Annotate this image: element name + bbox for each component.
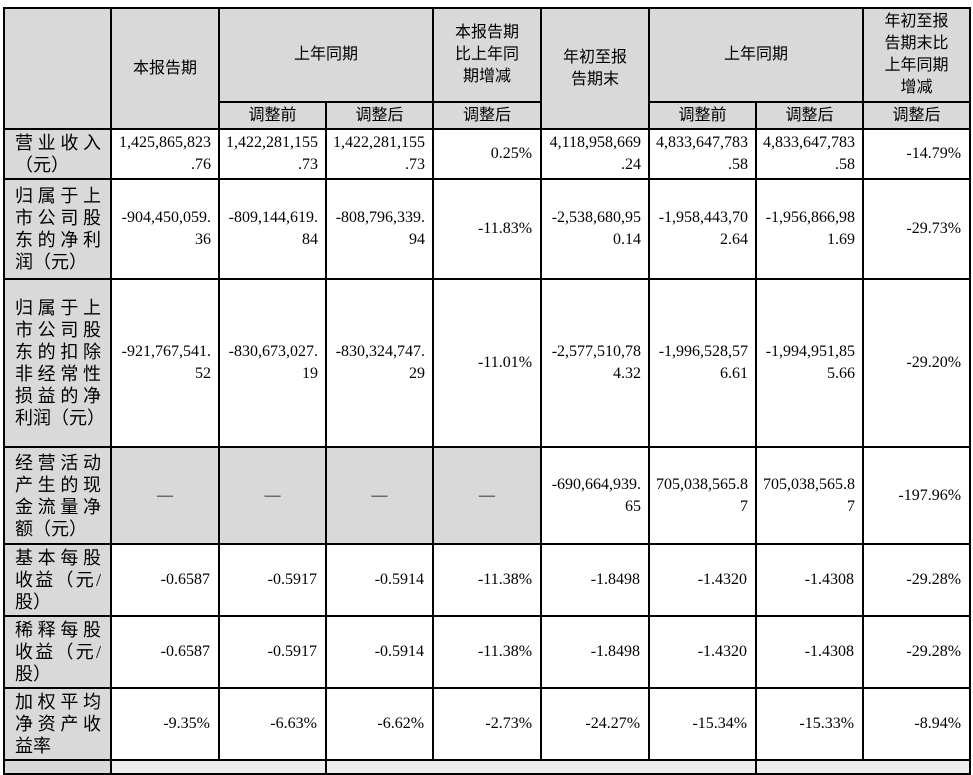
cell-ytd: -1.8498 [540,543,651,617]
cell-prior-after-adjustment: -830,324,747.29 [324,278,435,448]
cell-ytd: -2,577,510,784.32 [540,278,651,448]
cell-ytd-prior-before-adjustment: -1.4320 [648,543,758,617]
cell-current-period: -904,450,059.36 [110,178,220,280]
cell-prior-before-adjustment: 1,422,281,155.73 [218,128,327,180]
row-label: 基本每股收益（元/股） [3,543,112,617]
row-label [3,759,112,775]
cell-period-change: -11.01% [432,278,543,448]
table-row-operating-revenue: 营业收入（元） 1,425,865,823.76 1,422,281,155.7… [3,128,972,180]
cell-ytd: -1.8498 [540,615,651,689]
cell-ytd: -690,664,939.65 [540,446,651,545]
row-label: 经营活动产生的现金流量净额（元） [3,446,112,545]
financial-summary-table: 本报告期 上年同期 本报告期比上年同期增减 年初至报告期末 上年同期 年初至报告… [3,7,972,775]
cell-clipped [324,759,758,775]
cell-ytd-prior-before-adjustment: 4,833,647,783.58 [648,128,758,180]
cell-ytd-prior-before-adjustment: 705,038,565.87 [648,446,758,545]
cell-prior-before-adjustment: — [218,446,327,545]
subheader-after-adjustment: 调整后 [755,101,865,130]
cell-ytd: -24.27% [540,687,651,761]
cell-prior-after-adjustment: -0.5914 [324,543,435,617]
cell-period-change: 0.25% [432,128,543,180]
table-row-net-profit-excl-nonrecurring: 归属于上市公司股东的扣除非经常性损益的净利润（元） -921,767,541.5… [3,278,972,448]
header-corner-cell [3,7,112,130]
cell-ytd-prior-after-adjustment: -15.33% [755,687,865,761]
cell-clipped [755,759,972,775]
cell-period-change: -11.38% [432,543,543,617]
cell-ytd-prior-before-adjustment: -1,958,443,702.64 [648,178,758,280]
cell-ytd-change: -29.28% [862,615,972,689]
cell-prior-before-adjustment: -0.5917 [218,543,327,617]
header-prior-year-same-period-ytd: 上年同期 [648,7,865,103]
cell-current-period: -9.35% [110,687,220,761]
cell-ytd-prior-before-adjustment: -1.4320 [648,615,758,689]
cell-ytd: 4,118,958,669.24 [540,128,651,180]
subheader-after-adjustment: 调整后 [432,101,543,130]
cell-prior-before-adjustment: -6.63% [218,687,327,761]
cell-prior-before-adjustment: -809,144,619.84 [218,178,327,280]
cell-current-period: 1,425,865,823.76 [110,128,220,180]
cell-prior-after-adjustment: -808,796,339.94 [324,178,435,280]
header-current-period: 本报告期 [110,7,220,130]
header-year-to-date: 年初至报告期末 [540,7,651,130]
cell-prior-after-adjustment: — [324,446,435,545]
cell-current-period: — [110,446,220,545]
cell-ytd-prior-after-adjustment: 705,038,565.87 [755,446,865,545]
cell-ytd-change: -29.20% [862,278,972,448]
cell-ytd-change: -29.28% [862,543,972,617]
cell-ytd-change: -14.79% [862,128,972,180]
subheader-before-adjustment: 调整前 [648,101,758,130]
cell-ytd-prior-after-adjustment: 4,833,647,783.58 [755,128,865,180]
cell-current-period: -0.6587 [110,543,220,617]
header-prior-year-same-period: 上年同期 [217,7,435,103]
cell-current-period: -0.6587 [110,615,220,689]
subheader-after-adjustment: 调整后 [862,101,972,130]
table-row-next-clipped [3,759,972,775]
cell-prior-after-adjustment: -0.5914 [324,615,435,689]
table-row-weighted-average-roe: 加权平均净资产收益率 -9.35% -6.63% -6.62% -2.73% -… [3,687,972,761]
cell-ytd: -2,538,680,950.14 [540,178,651,280]
cell-period-change: -11.38% [432,615,543,689]
cell-prior-after-adjustment: -6.62% [324,687,435,761]
cell-ytd-prior-after-adjustment: -1,956,866,981.69 [755,178,865,280]
cell-prior-after-adjustment: 1,422,281,155.73 [324,128,435,180]
cell-ytd-prior-before-adjustment: -15.34% [648,687,758,761]
table-row-diluted-eps: 稀释每股收益（元/股） -0.6587 -0.5917 -0.5914 -11.… [3,615,972,689]
row-label: 稀释每股收益（元/股） [3,615,112,689]
cell-ytd-prior-after-adjustment: -1.4308 [755,615,865,689]
cell-ytd-change: -197.96% [862,446,972,545]
cell-prior-before-adjustment: -0.5917 [218,615,327,689]
subheader-after-adjustment: 调整后 [324,101,435,130]
cell-ytd-prior-after-adjustment: -1.4308 [755,543,865,617]
cell-prior-before-adjustment: -830,673,027.19 [218,278,327,448]
row-label: 营业收入（元） [3,128,112,180]
header-row-sub: 调整前 调整后 调整后 调整前 调整后 调整后 [4,101,972,130]
header-row-top: 本报告期 上年同期 本报告期比上年同期增减 年初至报告期末 上年同期 年初至报告… [3,7,972,130]
subheader-before-adjustment: 调整前 [218,101,327,130]
cell-ytd-change: -8.94% [862,687,972,761]
cell-ytd-prior-before-adjustment: -1,996,528,576.61 [648,278,758,448]
table-row-net-profit: 归属于上市公司股东的净利润（元） -904,450,059.36 -809,14… [3,178,972,280]
header-ytd-over-prior-change: 年初至报告期末比上年同期增减 [862,7,972,103]
row-label: 加权平均净资产收益率 [3,687,112,761]
row-label: 归属于上市公司股东的净利润（元） [3,178,112,280]
cell-ytd-change: -29.73% [862,178,972,280]
table-row-operating-cash-flow: 经营活动产生的现金流量净额（元） — — — — -690,664,939.65… [3,446,972,545]
table-row-basic-eps: 基本每股收益（元/股） -0.6587 -0.5917 -0.5914 -11.… [3,543,972,617]
cell-period-change: — [432,446,543,545]
row-label: 归属于上市公司股东的扣除非经常性损益的净利润（元） [3,278,112,448]
cell-period-change: -2.73% [432,687,543,761]
cell-clipped [110,759,327,775]
cell-period-change: -11.83% [432,178,543,280]
cell-ytd-prior-after-adjustment: -1,994,951,855.66 [755,278,865,448]
cell-current-period: -921,767,541.52 [110,278,220,448]
header-period-over-period-change: 本报告期比上年同期增减 [432,7,543,103]
